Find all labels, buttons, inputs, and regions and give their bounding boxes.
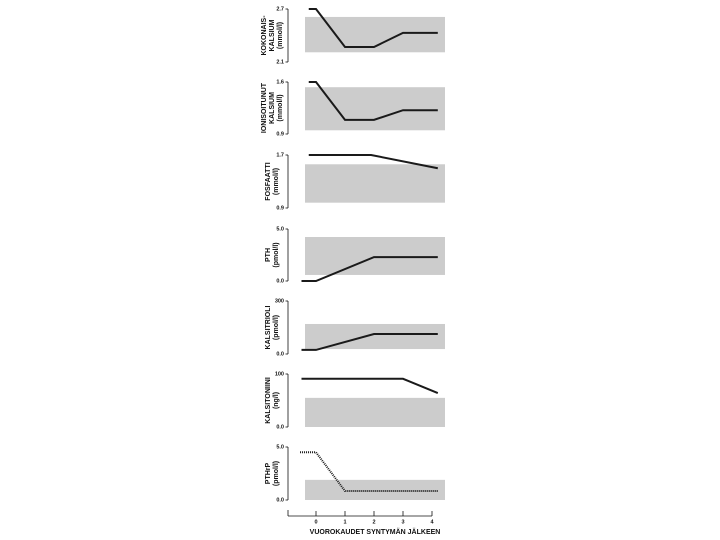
y-tick-label: 2.1 xyxy=(276,59,284,65)
y-axis-label: IONISOITUNUTKALSIUM(mmol/l) xyxy=(261,82,284,133)
y-axis-label: PTHrP(pmol/l) xyxy=(265,461,280,486)
reference-band xyxy=(305,397,445,427)
y-tick-label: 1.7 xyxy=(276,152,284,158)
y-tick-label: 0.9 xyxy=(276,131,284,137)
x-tick-label: 4 xyxy=(430,519,434,525)
y-tick-label: 0.0 xyxy=(276,351,284,357)
y-axis-label-line: KALSIUM xyxy=(269,19,276,51)
data-line xyxy=(301,377,439,395)
reference-band xyxy=(305,164,445,203)
x-tick-label: 2 xyxy=(372,519,375,525)
x-tick-label: 3 xyxy=(401,519,404,525)
y-axis-label-line: (mmol/l) xyxy=(277,22,284,49)
reference-band xyxy=(305,237,445,275)
y-axis-label-line: KALSIUM xyxy=(269,92,276,124)
x-tick-label: 1 xyxy=(343,519,346,525)
data-line xyxy=(308,154,438,170)
y-tick-label: 300 xyxy=(275,298,284,304)
reference-band xyxy=(305,323,445,350)
y-axis-label-line: FOSFAATTI xyxy=(265,162,272,200)
y-axis-label: KALSITRIOLI(pmol/l) xyxy=(265,305,280,349)
y-tick-label: 2.7 xyxy=(276,6,284,12)
y-tick-label: 1.6 xyxy=(276,79,284,85)
y-axis-label-line: PTH xyxy=(265,248,272,262)
y-axis-label-line: (pmol/l) xyxy=(273,242,280,267)
y-axis-label-line: KALSITONIINI xyxy=(265,377,272,424)
x-tick-label: 0 xyxy=(314,519,317,525)
y-axis-label-line: KOKONAIS- xyxy=(261,15,268,56)
data-line xyxy=(301,333,438,351)
y-tick-label: 100 xyxy=(275,371,284,377)
y-tick-label: 5.0 xyxy=(276,444,284,450)
y-axis-label-line: (pmol/l) xyxy=(273,461,280,486)
y-axis-label-line: (ng/l) xyxy=(273,392,280,409)
data-line xyxy=(308,81,438,121)
reference-band xyxy=(305,87,445,131)
y-axis-label-line: IONISOITUNUT xyxy=(261,82,268,133)
y-axis-label-line: (mmol/l) xyxy=(273,168,280,195)
x-axis-label: VUOROKAUDET SYNTYMÄN JÄLKEEN xyxy=(310,528,441,536)
y-axis-label: PTH(pmol/l) xyxy=(265,242,280,267)
reference-band xyxy=(305,479,445,500)
y-axis-label-line: (pmol/l) xyxy=(273,315,280,340)
data-line xyxy=(301,256,438,282)
y-tick-label: 5.0 xyxy=(276,226,284,232)
y-axis-label-line: KALSITRIOLI xyxy=(265,305,272,349)
y-tick-label: 0.9 xyxy=(276,205,284,211)
y-tick-label: 0.0 xyxy=(276,424,284,430)
y-axis-label-line: (mmol/l) xyxy=(277,94,284,121)
y-tick-label: 0.0 xyxy=(276,278,284,284)
data-line xyxy=(308,8,438,48)
y-axis-label: KALSITONIINI(ng/l) xyxy=(265,377,280,424)
data-line xyxy=(300,451,438,492)
y-tick-label: 0.0 xyxy=(276,497,284,503)
y-axis-label: KOKONAIS-KALSIUM(mmol/l) xyxy=(261,15,284,56)
y-axis-label-line: PTHrP xyxy=(265,462,272,484)
y-axis-label: FOSFAATTI(mmol/l) xyxy=(265,162,280,200)
